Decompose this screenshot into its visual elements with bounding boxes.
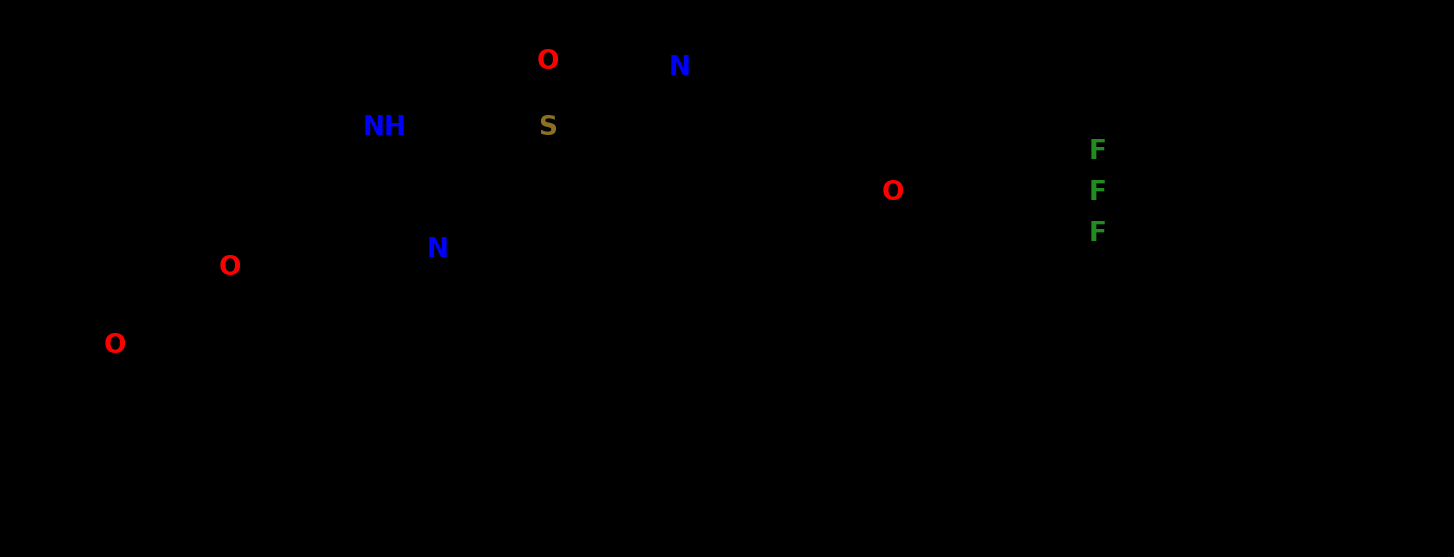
Text: N: N bbox=[427, 237, 449, 263]
Text: O: O bbox=[103, 333, 126, 359]
Text: F: F bbox=[1089, 139, 1106, 165]
Text: N: N bbox=[669, 55, 691, 81]
Text: F: F bbox=[1089, 221, 1106, 247]
Text: NH: NH bbox=[364, 115, 407, 141]
Text: S: S bbox=[538, 115, 557, 141]
Text: O: O bbox=[218, 255, 241, 281]
Text: O: O bbox=[881, 180, 904, 206]
Text: O: O bbox=[537, 49, 560, 75]
Text: F: F bbox=[1089, 180, 1106, 206]
